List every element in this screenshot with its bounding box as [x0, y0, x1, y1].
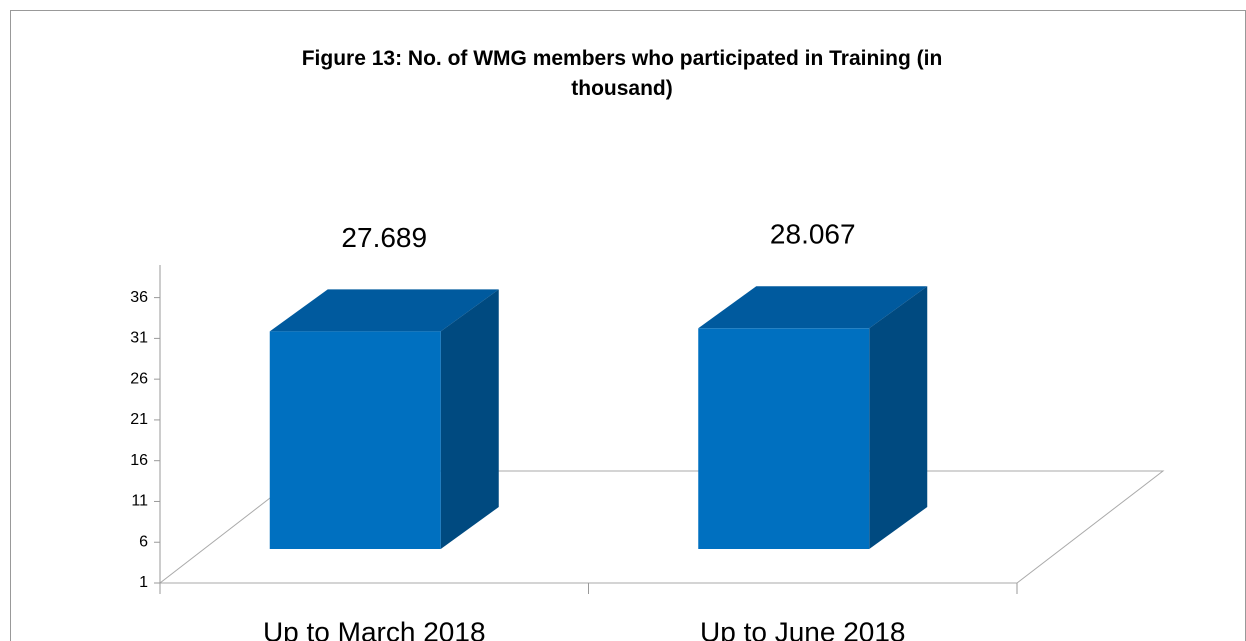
bar-top: [269, 289, 499, 332]
chart-border: [10, 10, 1246, 641]
y-tick-label: 26: [130, 370, 148, 387]
bar: [269, 331, 441, 549]
x-tick-label: Up to June 2018: [700, 616, 906, 641]
y-tick-label: 11: [131, 493, 148, 510]
bar-side: [869, 286, 928, 549]
value-label: 28.067: [770, 219, 856, 250]
bar-side: [440, 289, 499, 549]
y-tick-label: 36: [130, 289, 148, 306]
x-tick-label: Up to March 2018: [263, 616, 486, 641]
floor: [158, 470, 1165, 584]
bar-top: [698, 286, 928, 329]
y-tick-label: 6: [139, 533, 148, 550]
y-tick-label: 31: [130, 330, 148, 347]
y-tick-label: 16: [130, 452, 148, 469]
bar: [698, 328, 870, 549]
value-label: 27.689: [341, 222, 427, 253]
chart-title: Figure 13: No. of WMG members who partic…: [301, 47, 943, 100]
y-tick-label: 1: [139, 574, 148, 591]
y-tick-label: 21: [130, 411, 148, 428]
